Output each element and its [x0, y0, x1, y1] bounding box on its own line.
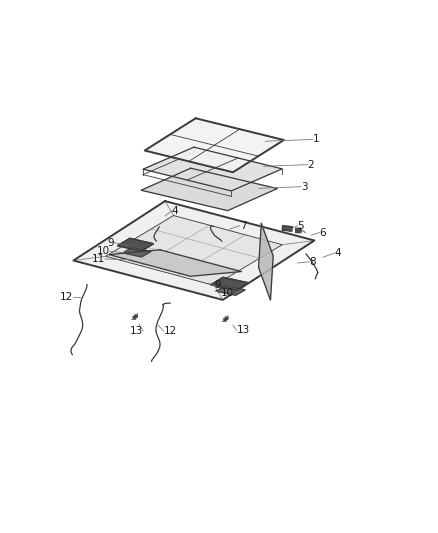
- Text: 4: 4: [335, 248, 342, 258]
- Text: 9: 9: [214, 280, 221, 290]
- Polygon shape: [143, 147, 282, 191]
- Text: 7: 7: [240, 221, 247, 231]
- Text: 13: 13: [130, 326, 143, 336]
- Polygon shape: [117, 238, 154, 251]
- Polygon shape: [216, 286, 245, 295]
- Polygon shape: [258, 223, 273, 300]
- Text: 4: 4: [172, 206, 179, 216]
- Polygon shape: [74, 201, 314, 300]
- Polygon shape: [211, 277, 248, 290]
- Text: 5: 5: [297, 221, 304, 231]
- Polygon shape: [282, 225, 293, 231]
- Text: 9: 9: [107, 238, 114, 248]
- Text: 11: 11: [92, 254, 105, 264]
- Text: 3: 3: [301, 182, 307, 192]
- Text: 2: 2: [307, 159, 314, 169]
- Text: 8: 8: [309, 257, 316, 266]
- Text: 6: 6: [320, 228, 326, 238]
- Text: 12: 12: [60, 292, 74, 302]
- Text: 12: 12: [163, 326, 177, 336]
- Polygon shape: [141, 168, 277, 211]
- Text: 13: 13: [237, 325, 250, 335]
- Text: 10: 10: [97, 246, 110, 256]
- Polygon shape: [109, 250, 241, 276]
- Polygon shape: [145, 118, 284, 172]
- FancyBboxPatch shape: [295, 228, 301, 233]
- Polygon shape: [106, 215, 282, 286]
- Text: 10: 10: [221, 288, 234, 298]
- Text: 1: 1: [313, 134, 319, 144]
- Polygon shape: [123, 247, 151, 257]
